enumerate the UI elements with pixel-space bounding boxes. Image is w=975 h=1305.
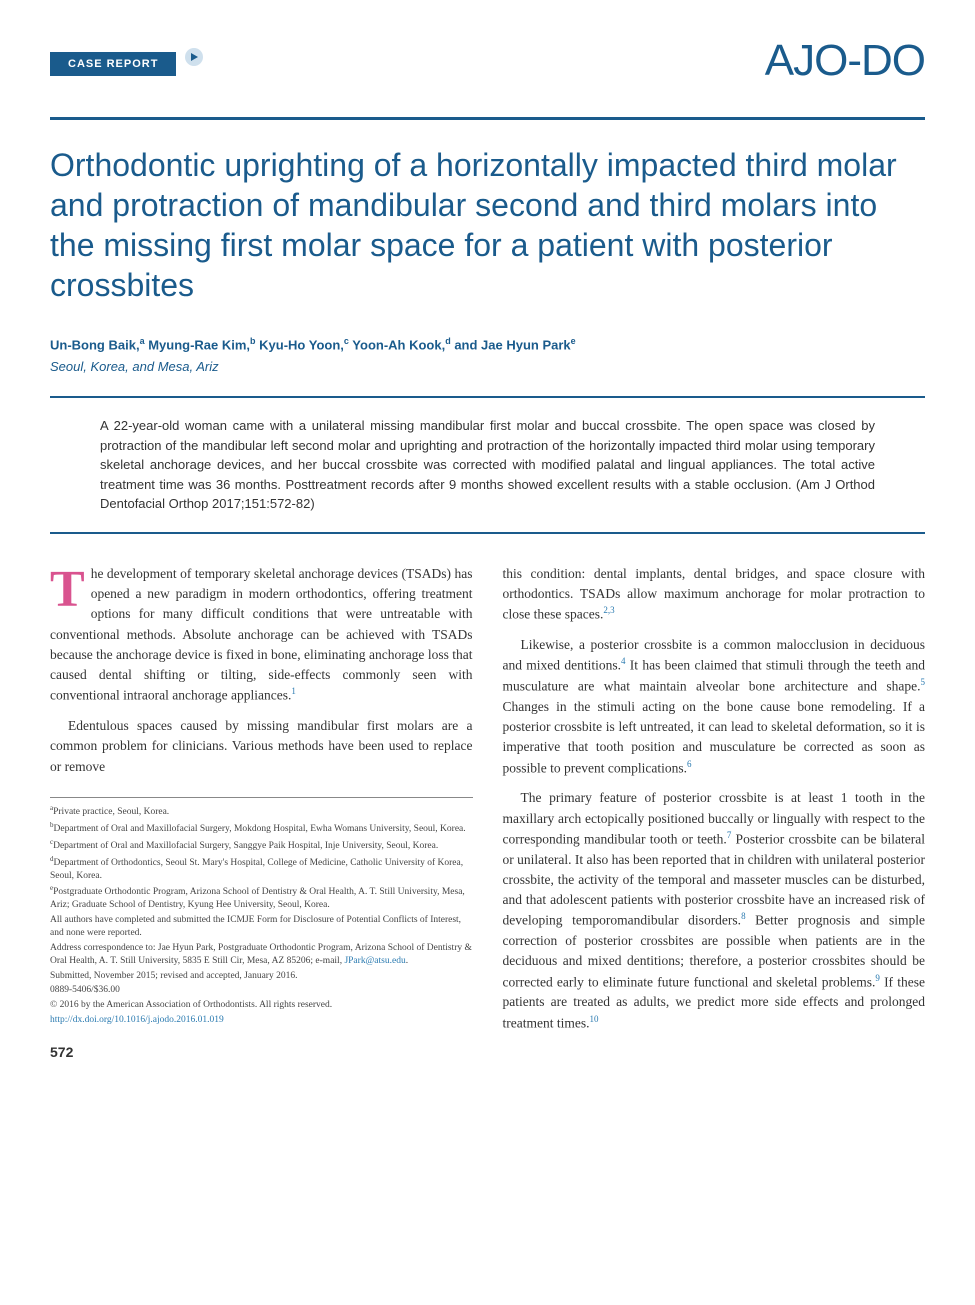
footnote: aPrivate practice, Seoul, Korea. (50, 804, 473, 819)
section-badge: CASE REPORT (50, 52, 176, 76)
abstract-block: A 22-year-old woman came with a unilater… (50, 416, 925, 514)
footnote: Submitted, November 2015; revised and ac… (50, 970, 473, 983)
citation-ref: 2,3 (603, 605, 614, 615)
footnotes-block: aPrivate practice, Seoul, Korea. bDepart… (50, 797, 473, 1027)
footnote: © 2016 by the American Association of Or… (50, 999, 473, 1012)
email-link[interactable]: JPark@atsu.edu (344, 956, 405, 966)
footnote: bDepartment of Oral and Maxillofacial Su… (50, 821, 473, 836)
footnote: http://dx.doi.org/10.1016/j.ajodo.2016.0… (50, 1014, 473, 1027)
footnote: dDepartment of Orthodontics, Seoul St. M… (50, 855, 473, 883)
body-text: Changes in the stimuli acting on the bon… (503, 699, 926, 775)
journal-logo: AJO-DO (765, 30, 925, 92)
footnote-text: Department of Oral and Maxillofacial Sur… (53, 841, 438, 851)
dropcap: T (50, 568, 85, 612)
article-title: Orthodontic uprighting of a horizontally… (50, 145, 925, 305)
header-bar: CASE REPORT AJO-DO (50, 30, 925, 92)
body-text: this condition: dental implants, dental … (503, 566, 926, 622)
footnote-text: Private practice, Seoul, Korea. (53, 807, 169, 817)
footnote: 0889-5406/$36.00 (50, 984, 473, 997)
section-badge-wrap: CASE REPORT (50, 47, 214, 74)
citation-ref: 5 (921, 677, 926, 687)
body-paragraph: The primary feature of posterior crossbi… (503, 788, 926, 1033)
footnote-text: Address correspondence to: Jae Hyun Park… (50, 943, 472, 966)
author-list: Un-Bong Baik,a Myung-Rae Kim,b Kyu-Ho Yo… (50, 335, 925, 355)
footnote: cDepartment of Oral and Maxillofacial Su… (50, 838, 473, 853)
body-paragraph: The development of temporary skeletal an… (50, 564, 473, 706)
affiliation-location: Seoul, Korea, and Mesa, Ariz (50, 358, 925, 376)
footnote-text: Department of Orthodontics, Seoul St. Ma… (50, 858, 463, 881)
footnote-text: Department of Oral and Maxillofacial Sur… (54, 824, 466, 834)
doi-link[interactable]: http://dx.doi.org/10.1016/j.ajodo.2016.0… (50, 1015, 224, 1025)
body-paragraph: Edentulous spaces caused by missing mand… (50, 716, 473, 777)
footnote: Address correspondence to: Jae Hyun Park… (50, 942, 473, 968)
column-right: this condition: dental implants, dental … (503, 564, 926, 1063)
footnote: ePostgraduate Orthodontic Program, Arizo… (50, 884, 473, 912)
arrow-icon (184, 47, 214, 74)
body-text: he development of temporary skeletal anc… (50, 566, 473, 703)
page-number: 572 (50, 1042, 473, 1063)
header-rule (50, 117, 925, 120)
column-left: The development of temporary skeletal an… (50, 564, 473, 1063)
citation-ref: 10 (589, 1014, 598, 1024)
citation-ref: 1 (291, 686, 296, 696)
body-paragraph: this condition: dental implants, dental … (503, 564, 926, 625)
body-paragraph: Likewise, a posterior crossbite is a com… (503, 635, 926, 778)
abstract-text: A 22-year-old woman came with a unilater… (100, 416, 875, 514)
abstract-rule-top (50, 396, 925, 398)
journal-page: CASE REPORT AJO-DO Orthodontic uprightin… (0, 0, 975, 1103)
footnote: All authors have completed and submitted… (50, 914, 473, 940)
citation-ref: 6 (687, 759, 692, 769)
body-columns: The development of temporary skeletal an… (50, 564, 925, 1063)
abstract-rule-bottom (50, 532, 925, 534)
footnote-text: Postgraduate Orthodontic Program, Arizon… (50, 888, 465, 911)
